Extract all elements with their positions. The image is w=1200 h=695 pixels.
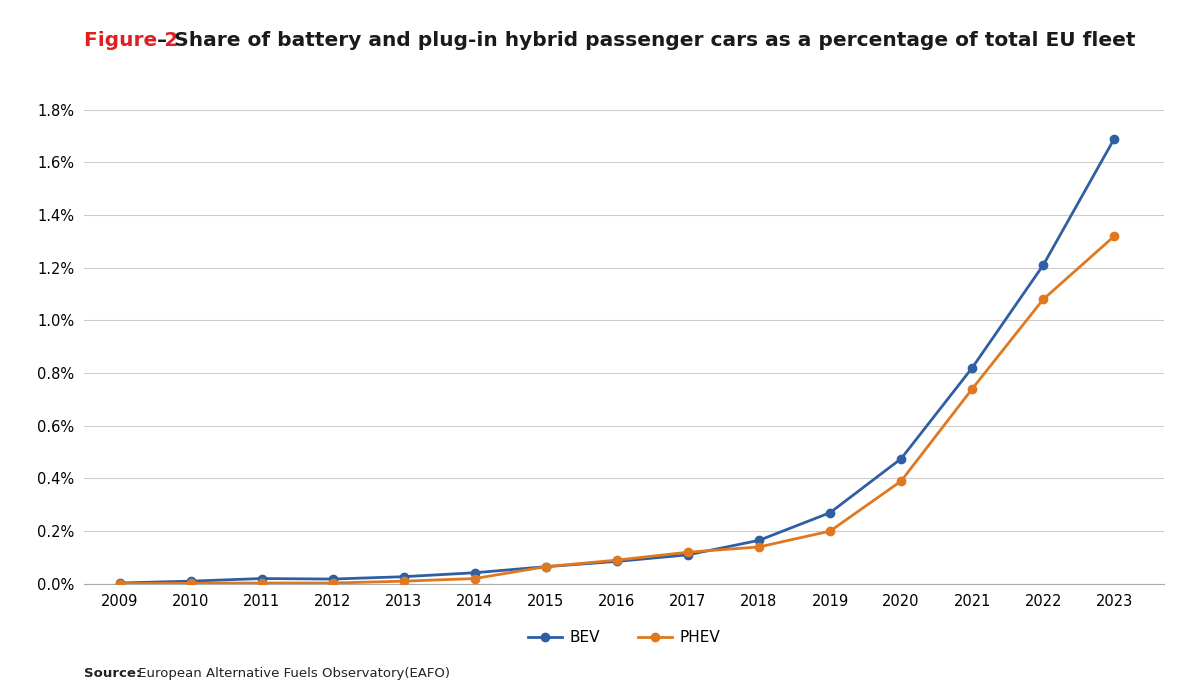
BEV	[1108, 135, 1122, 143]
PHEV	[1036, 295, 1050, 304]
BEV	[1036, 261, 1050, 269]
BEV	[823, 509, 838, 517]
Text: Source:: Source:	[84, 667, 142, 680]
BEV	[539, 562, 553, 571]
PHEV	[113, 580, 127, 588]
BEV	[610, 557, 624, 566]
PHEV	[610, 556, 624, 564]
BEV	[325, 575, 340, 583]
PHEV	[539, 562, 553, 571]
BEV	[965, 363, 979, 372]
PHEV	[254, 579, 269, 587]
Text: – Share of battery and plug-in hybrid passenger cars as a percentage of total EU: – Share of battery and plug-in hybrid pa…	[150, 31, 1135, 50]
PHEV	[325, 579, 340, 587]
BEV	[468, 569, 482, 577]
PHEV	[894, 477, 908, 485]
Text: Figure 2: Figure 2	[84, 31, 179, 50]
BEV	[396, 573, 410, 581]
BEV	[894, 455, 908, 463]
PHEV	[1108, 232, 1122, 240]
BEV	[184, 577, 198, 585]
BEV	[113, 579, 127, 587]
PHEV	[823, 527, 838, 535]
Text: European Alternative Fuels Observatory(EAFO): European Alternative Fuels Observatory(E…	[134, 667, 450, 680]
PHEV	[965, 385, 979, 393]
Legend: BEV, PHEV: BEV, PHEV	[522, 624, 726, 651]
PHEV	[468, 574, 482, 582]
BEV	[254, 574, 269, 582]
PHEV	[396, 577, 410, 585]
PHEV	[751, 543, 766, 551]
Line: PHEV: PHEV	[115, 232, 1118, 588]
BEV	[680, 550, 695, 559]
PHEV	[184, 579, 198, 587]
BEV	[751, 536, 766, 544]
PHEV	[680, 548, 695, 557]
Line: BEV: BEV	[115, 135, 1118, 587]
